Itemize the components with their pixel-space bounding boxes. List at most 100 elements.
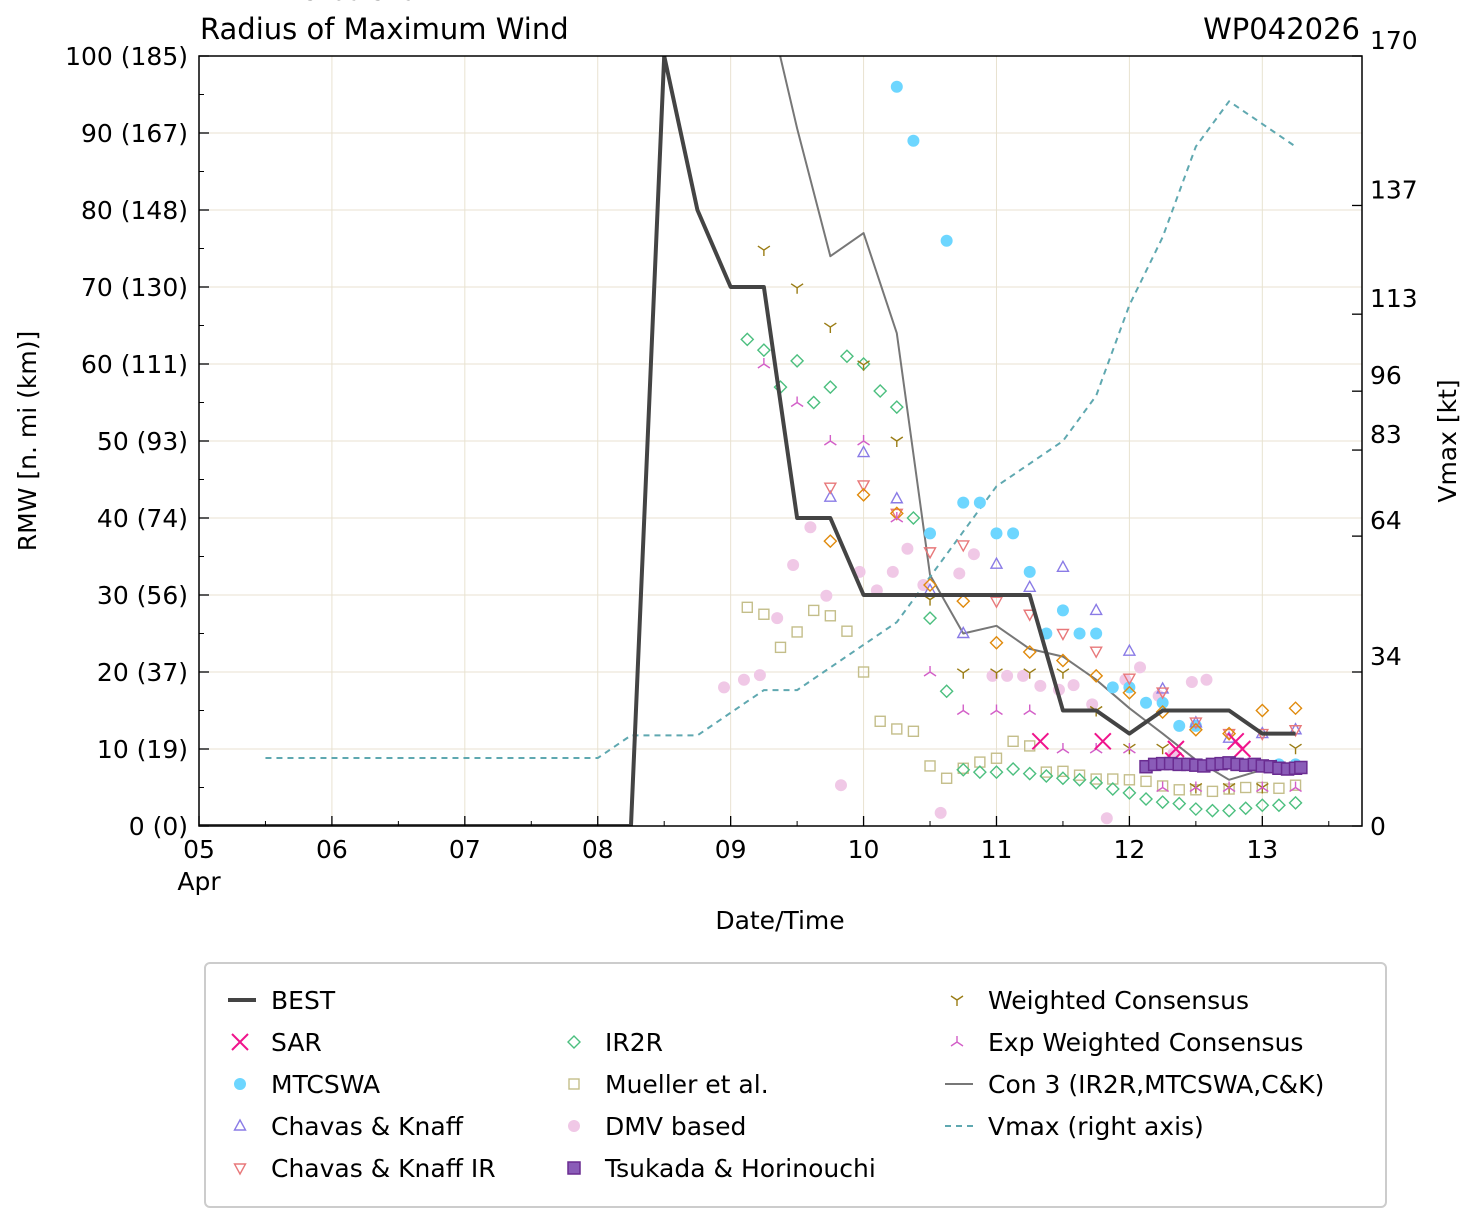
weighted-consensus-point bbox=[890, 436, 904, 447]
x-tick-label: 10 bbox=[848, 835, 880, 864]
mueller-et-al--point bbox=[874, 715, 886, 727]
legend-label: Weighted Consensus bbox=[988, 986, 1249, 1015]
legend-label: Avenas et al. bbox=[271, 0, 432, 6]
ir2r-point bbox=[1105, 782, 1120, 797]
mueller-et-al--point bbox=[1289, 779, 1302, 791]
series-ir2r bbox=[740, 332, 1303, 818]
plot-area bbox=[199, 56, 1308, 826]
chavas-knaff-point bbox=[1122, 643, 1137, 656]
mueller-et-al--point bbox=[1140, 775, 1152, 788]
legend-swatch bbox=[233, 1118, 247, 1131]
mtcswa-point bbox=[1073, 627, 1086, 640]
mtcswa-point bbox=[1140, 696, 1153, 709]
sar-point bbox=[1094, 732, 1112, 751]
legend-swatch bbox=[950, 1036, 964, 1047]
dmv-based-point bbox=[771, 612, 784, 625]
series-mtcswa bbox=[890, 80, 1302, 771]
chavas-knaff-ir-point bbox=[1122, 673, 1137, 686]
mueller-et-al--point bbox=[808, 604, 820, 617]
ir2r-point bbox=[1089, 775, 1104, 790]
mueller-et-al--point bbox=[974, 756, 986, 768]
ir2r-point bbox=[790, 353, 805, 368]
legend-swatch bbox=[234, 1078, 246, 1090]
y-tick-label: 50 (93) bbox=[97, 427, 188, 456]
weighted-consensus-point bbox=[823, 322, 837, 334]
y-tick-label: 70 (130) bbox=[81, 273, 188, 302]
dmv-based-point bbox=[886, 565, 899, 578]
legend-swatch bbox=[950, 995, 964, 1006]
best-line bbox=[199, 56, 1296, 826]
weighted-consensus-point bbox=[1255, 782, 1269, 794]
chavas-knaff-ir-point bbox=[989, 596, 1004, 609]
exp-weighted-consensus-point bbox=[1156, 781, 1170, 793]
chavas-knaff-ir-point bbox=[956, 540, 970, 553]
avenas-et-al--point bbox=[1255, 703, 1270, 718]
chavas-knaff-point bbox=[823, 489, 838, 502]
x-tick-label: 06 bbox=[316, 835, 348, 864]
y-right-tick-label: 113 bbox=[1370, 284, 1418, 313]
legend-swatch bbox=[568, 1120, 580, 1132]
avenas-et-al--point bbox=[923, 578, 938, 592]
mtcswa-point bbox=[1023, 565, 1036, 578]
mtcswa-point bbox=[1156, 696, 1169, 709]
ir2r-point bbox=[923, 611, 938, 626]
chavas-knaff-ir-point bbox=[1056, 628, 1070, 641]
mueller-et-al--point bbox=[1173, 784, 1185, 796]
exp-weighted-consensus-point bbox=[1056, 743, 1070, 754]
dmv-based-point bbox=[1134, 661, 1147, 674]
dmv-based-point bbox=[1100, 812, 1113, 825]
mueller-et-al--point bbox=[824, 610, 837, 622]
y-tick-label: 40 (74) bbox=[97, 504, 188, 533]
y-right-tick-label: 137 bbox=[1370, 175, 1418, 204]
chavas-knaff-point bbox=[890, 491, 904, 504]
series-weighted-consensus bbox=[757, 245, 1302, 794]
chavas-knaff-point bbox=[1089, 602, 1103, 616]
ir2r-point bbox=[889, 400, 904, 415]
exp-weighted-consensus-point bbox=[1189, 781, 1203, 793]
chavas-knaff-point bbox=[856, 445, 871, 458]
weighted-consensus-point bbox=[1289, 743, 1302, 755]
mueller-et-al--point bbox=[924, 760, 936, 772]
legend-item-weighted-consensus: Weighted Consensus bbox=[950, 986, 1249, 1015]
sar-point bbox=[1233, 740, 1252, 758]
grid bbox=[198, 55, 1362, 827]
ir2r-point bbox=[906, 511, 921, 525]
mueller-et-al--point bbox=[1239, 781, 1252, 794]
mueller-et-al--point bbox=[791, 626, 803, 638]
x-axis-label: Date/Time bbox=[715, 906, 844, 935]
avenas-et-al--point bbox=[823, 534, 838, 549]
mueller-et-al--point bbox=[1040, 766, 1053, 778]
exp-weighted-consensus-point bbox=[990, 704, 1003, 716]
mueller-et-al--point bbox=[741, 601, 753, 614]
legend-swatch bbox=[567, 1035, 581, 1049]
y-tick-label: 30 (56) bbox=[97, 581, 188, 610]
y-right-tick-label: 64 bbox=[1370, 506, 1402, 535]
y-right-tick-label: 96 bbox=[1370, 361, 1402, 390]
exp-weighted-consensus-point bbox=[1255, 781, 1269, 793]
y-tick-label: 80 (148) bbox=[81, 196, 188, 225]
series-tsukada-horinouchi bbox=[1139, 756, 1308, 776]
chavas-knaff-ir-point bbox=[1222, 728, 1236, 742]
vmax-right-axis--line bbox=[265, 100, 1297, 760]
mtcswa-point bbox=[1106, 681, 1119, 694]
y-tick-label: 100 (185) bbox=[65, 42, 188, 71]
legend-item-vmax-right-axis-: Vmax (right axis) bbox=[945, 1112, 1204, 1141]
weighted-consensus-point bbox=[857, 360, 870, 371]
legend-label: DMV based bbox=[605, 1112, 746, 1141]
mtcswa-point bbox=[940, 234, 953, 247]
mtcswa-point bbox=[1056, 604, 1069, 617]
ir2r-point bbox=[1288, 795, 1303, 810]
x-tick-label: 12 bbox=[1113, 835, 1145, 864]
mueller-et-al--point bbox=[758, 608, 770, 620]
legend-label: Vmax (right axis) bbox=[988, 1112, 1204, 1141]
mueller-et-al--point bbox=[1007, 735, 1019, 747]
legend-label: Tsukada & Horinouchi bbox=[604, 1154, 876, 1183]
exp-weighted-consensus-point bbox=[923, 666, 937, 677]
legend-label: Chavas & Knaff IR bbox=[271, 1154, 496, 1183]
ir2r-point bbox=[1271, 798, 1286, 813]
series-avenas-et-al- bbox=[823, 487, 1303, 741]
con-3-ir2r-mtcswa-c-k--line bbox=[779, 56, 1296, 781]
legend-item-chavas-knaff: Chavas & Knaff bbox=[233, 1112, 464, 1141]
